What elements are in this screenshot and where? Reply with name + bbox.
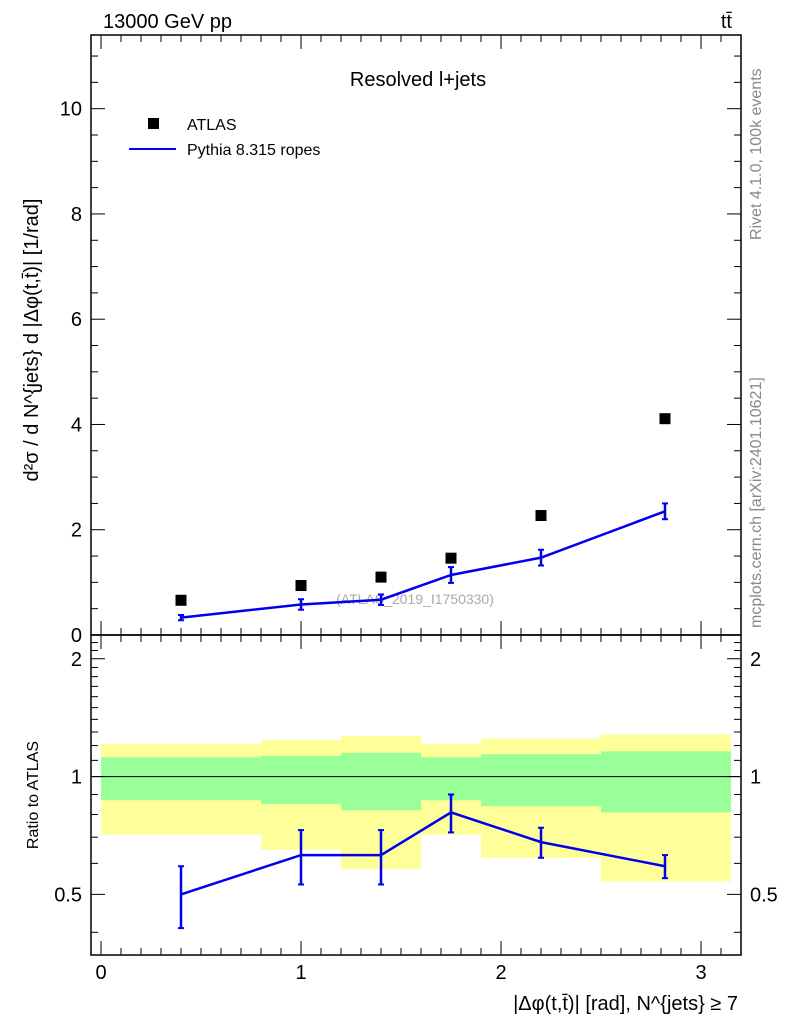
atlas-series-main [175, 413, 671, 606]
process-label: tt̄ [721, 11, 733, 33]
ratio-y-tick-label-left: 2 [71, 649, 82, 671]
ratio-panel: 0 1 2 3 0.5 0.5 1 1 2 2 Ratio to ATLAS |Δφ(t,t̄)|… [25, 634, 778, 1015]
green-band [481, 754, 601, 807]
main-y-axis-label: d²σ / d N^{jets} d |Δφ(t,t̄)| [1/rad] [21, 199, 43, 482]
x-axis-label: |Δφ(t,t̄)| [rad], N^{jets} ≥ 7 [513, 993, 738, 1015]
main-y-tick-label: 4 [71, 414, 82, 436]
green-band [421, 757, 481, 801]
atlas-data-point [175, 594, 187, 606]
pythia-series-ratio [178, 793, 668, 930]
green-band [261, 755, 341, 805]
ratio-x-tick-label: 2 [495, 962, 506, 984]
pythia-main-line [180, 510, 666, 619]
ratio-x-tick-label: 3 [695, 962, 706, 984]
main-panel: Resolved l+jets 0 2 4 6 8 10 (ATLAS_2019_I175… [21, 34, 742, 647]
atlas-data-point [659, 413, 671, 425]
main-y-tick-label: 6 [71, 309, 82, 331]
green-band [101, 757, 261, 801]
pythia-ratio-line [180, 811, 666, 896]
green-band [341, 752, 421, 811]
legend-atlas-marker [148, 118, 159, 129]
green-band [601, 751, 731, 813]
legend-atlas-label: ATLAS [187, 117, 237, 134]
main-title: Resolved l+jets [350, 69, 486, 91]
main-x-ticks [100, 35, 742, 635]
pythia-series-main [178, 502, 668, 622]
ratio-y-tick-label-right: 0.5 [750, 884, 778, 906]
legend: ATLAS Pythia 8.315 ropes [129, 117, 320, 159]
atlas-data-point [295, 580, 307, 592]
ratio-x-tick-label: 1 [295, 962, 306, 984]
rivet-label: Rivet 4.1.0, 100k events [748, 68, 765, 240]
energy-label: 13000 GeV pp [103, 11, 232, 33]
main-y-ticks: 0 2 4 6 8 10 [60, 55, 741, 647]
main-y-tick-label: 8 [71, 204, 82, 226]
ratio-y-tick-label-left: 0.5 [54, 884, 82, 906]
main-y-tick-label: 2 [71, 520, 82, 542]
ratio-y-tick-label-left: 1 [71, 767, 82, 789]
mcplots-label: mcplots.cern.ch [arXiv:2401.10621] [748, 377, 765, 628]
ratio-frame [90, 634, 742, 956]
ratio-x-tick-label: 0 [95, 962, 106, 984]
ratio-y-tick-label-right: 2 [750, 649, 761, 671]
main-y-tick-label: 10 [60, 99, 82, 121]
atlas-data-point [375, 571, 387, 583]
ratio-y-axis-label: Ratio to ATLAS [25, 741, 42, 849]
atlas-data-point [445, 552, 457, 564]
ratio-ticks: 0 1 2 3 0.5 0.5 1 1 2 2 [54, 635, 778, 984]
atlas-data-point [535, 510, 547, 522]
ratio-y-tick-label-right: 1 [750, 767, 761, 789]
watermark-label: (ATLAS_2019_I1750330) [336, 591, 494, 607]
main-y-tick-label: 0 [71, 625, 82, 647]
legend-pythia-label: Pythia 8.315 ropes [187, 142, 320, 159]
ratio-uncertainty-bands [101, 734, 731, 882]
